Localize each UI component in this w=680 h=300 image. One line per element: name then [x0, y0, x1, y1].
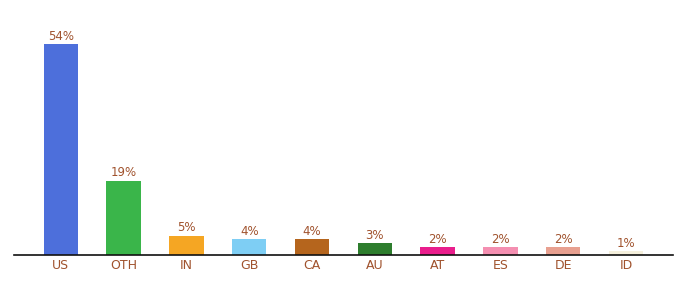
- Bar: [483, 247, 517, 255]
- Text: 54%: 54%: [48, 30, 74, 43]
- Bar: [546, 247, 581, 255]
- Text: 4%: 4%: [303, 225, 322, 238]
- Bar: [358, 243, 392, 255]
- Text: 19%: 19%: [111, 166, 137, 179]
- Bar: [294, 239, 329, 255]
- Bar: [169, 236, 204, 255]
- Text: 2%: 2%: [554, 232, 573, 246]
- Bar: [609, 251, 643, 255]
- Bar: [106, 181, 141, 255]
- Bar: [420, 247, 455, 255]
- Text: 2%: 2%: [491, 232, 510, 246]
- Text: 5%: 5%: [177, 221, 196, 234]
- Bar: [232, 239, 267, 255]
- Text: 4%: 4%: [240, 225, 258, 238]
- Text: 2%: 2%: [428, 232, 447, 246]
- Bar: [44, 44, 78, 255]
- Text: 1%: 1%: [617, 236, 635, 250]
- Text: 3%: 3%: [366, 229, 384, 242]
